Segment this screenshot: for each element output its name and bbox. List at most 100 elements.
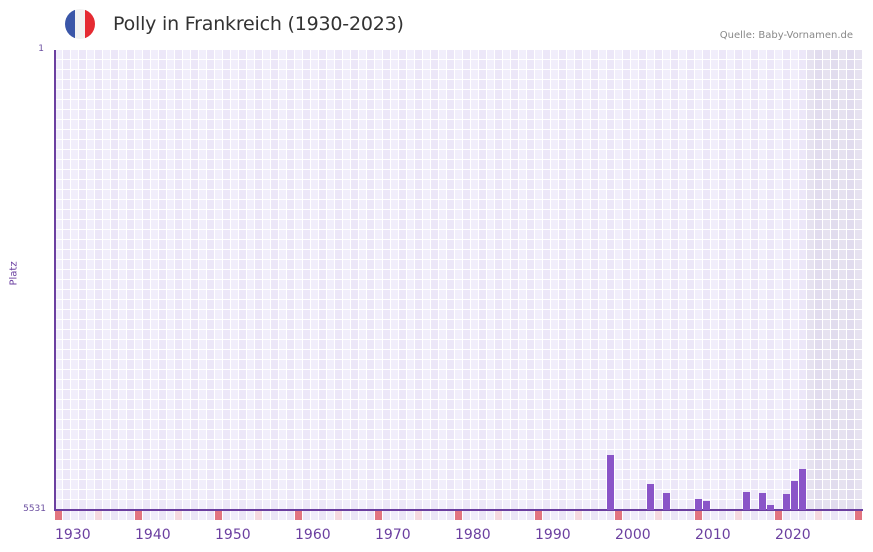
year-marker [727, 511, 734, 520]
x-tick-label: 1990 [535, 527, 571, 543]
year-marker [327, 511, 334, 520]
decade-marker [455, 511, 462, 520]
year-marker [255, 511, 262, 520]
flag-blue-stripe [65, 9, 75, 39]
x-tick-label: 2000 [615, 527, 651, 543]
decade-marker [215, 511, 222, 520]
x-tick-label: 1930 [55, 527, 91, 543]
year-marker [231, 511, 238, 520]
year-marker [575, 511, 582, 520]
x-tick-label: 1980 [455, 527, 491, 543]
year-marker [631, 511, 638, 520]
year-marker [751, 511, 758, 520]
year-marker [119, 511, 126, 520]
year-marker [807, 511, 814, 520]
year-marker [63, 511, 70, 520]
plot-area [55, 50, 863, 520]
year-marker [567, 511, 574, 520]
y-tick-top: 1 [38, 44, 44, 54]
year-marker [655, 511, 662, 520]
bar-2019[interactable] [767, 505, 774, 510]
year-marker [639, 511, 646, 520]
year-marker [303, 511, 310, 520]
x-tick-label: 1940 [135, 527, 171, 543]
year-marker [479, 511, 486, 520]
year-marker [71, 511, 78, 520]
year-marker [647, 511, 654, 520]
year-marker [687, 511, 694, 520]
year-marker [543, 511, 550, 520]
year-marker [463, 511, 470, 520]
year-marker [351, 511, 358, 520]
year-marker [335, 511, 342, 520]
x-tick-label: 1970 [375, 527, 411, 543]
year-marker [791, 511, 798, 520]
year-marker [239, 511, 246, 520]
year-marker [503, 511, 510, 520]
year-marker [191, 511, 198, 520]
x-tick-label: 1960 [295, 527, 331, 543]
y-axis-label: Platz [8, 261, 20, 286]
year-marker [583, 511, 590, 520]
year-marker [151, 511, 158, 520]
bar-2022[interactable] [791, 481, 798, 510]
year-marker [431, 511, 438, 520]
decade-marker [695, 511, 702, 520]
decade-marker [535, 511, 542, 520]
year-marker [383, 511, 390, 520]
year-marker [143, 511, 150, 520]
year-marker [591, 511, 598, 520]
year-marker [527, 511, 534, 520]
year-marker [159, 511, 166, 520]
year-marker [671, 511, 678, 520]
year-marker [423, 511, 430, 520]
year-marker [399, 511, 406, 520]
y-tick-bottom: 5531 [23, 504, 46, 514]
year-marker [783, 511, 790, 520]
year-marker [743, 511, 750, 520]
year-marker [623, 511, 630, 520]
bar-2018[interactable] [759, 493, 766, 510]
decade-marker [375, 511, 382, 520]
year-marker [767, 511, 774, 520]
bar-1999[interactable] [607, 455, 614, 510]
year-marker [511, 511, 518, 520]
flag-red-stripe [85, 9, 95, 39]
year-marker [447, 511, 454, 520]
decade-marker [775, 511, 782, 520]
bar-2016[interactable] [743, 492, 750, 510]
year-marker [719, 511, 726, 520]
year-marker [87, 511, 94, 520]
bar-2021[interactable] [783, 494, 790, 510]
year-marker [407, 511, 414, 520]
year-marker [343, 511, 350, 520]
decade-marker [855, 511, 862, 520]
year-marker [183, 511, 190, 520]
x-axis-baseline [55, 509, 863, 511]
year-marker [359, 511, 366, 520]
year-marker [415, 511, 422, 520]
year-marker [551, 511, 558, 520]
year-marker [111, 511, 118, 520]
year-marker [735, 511, 742, 520]
year-marker [847, 511, 854, 520]
year-marker [679, 511, 686, 520]
france-flag-icon [65, 9, 95, 39]
year-marker [559, 511, 566, 520]
year-marker [279, 511, 286, 520]
bar-2023[interactable] [799, 469, 806, 510]
year-marker [391, 511, 398, 520]
bar-2004[interactable] [647, 484, 654, 510]
bar-2006[interactable] [663, 493, 670, 510]
year-marker [207, 511, 214, 520]
bar-2010[interactable] [695, 499, 702, 510]
year-marker [823, 511, 830, 520]
year-marker [487, 511, 494, 520]
bar-2011[interactable] [703, 501, 710, 510]
year-marker [815, 511, 822, 520]
decade-marker [295, 511, 302, 520]
year-marker [367, 511, 374, 520]
year-marker [471, 511, 478, 520]
year-marker [495, 511, 502, 520]
flag-white-stripe [75, 9, 85, 39]
